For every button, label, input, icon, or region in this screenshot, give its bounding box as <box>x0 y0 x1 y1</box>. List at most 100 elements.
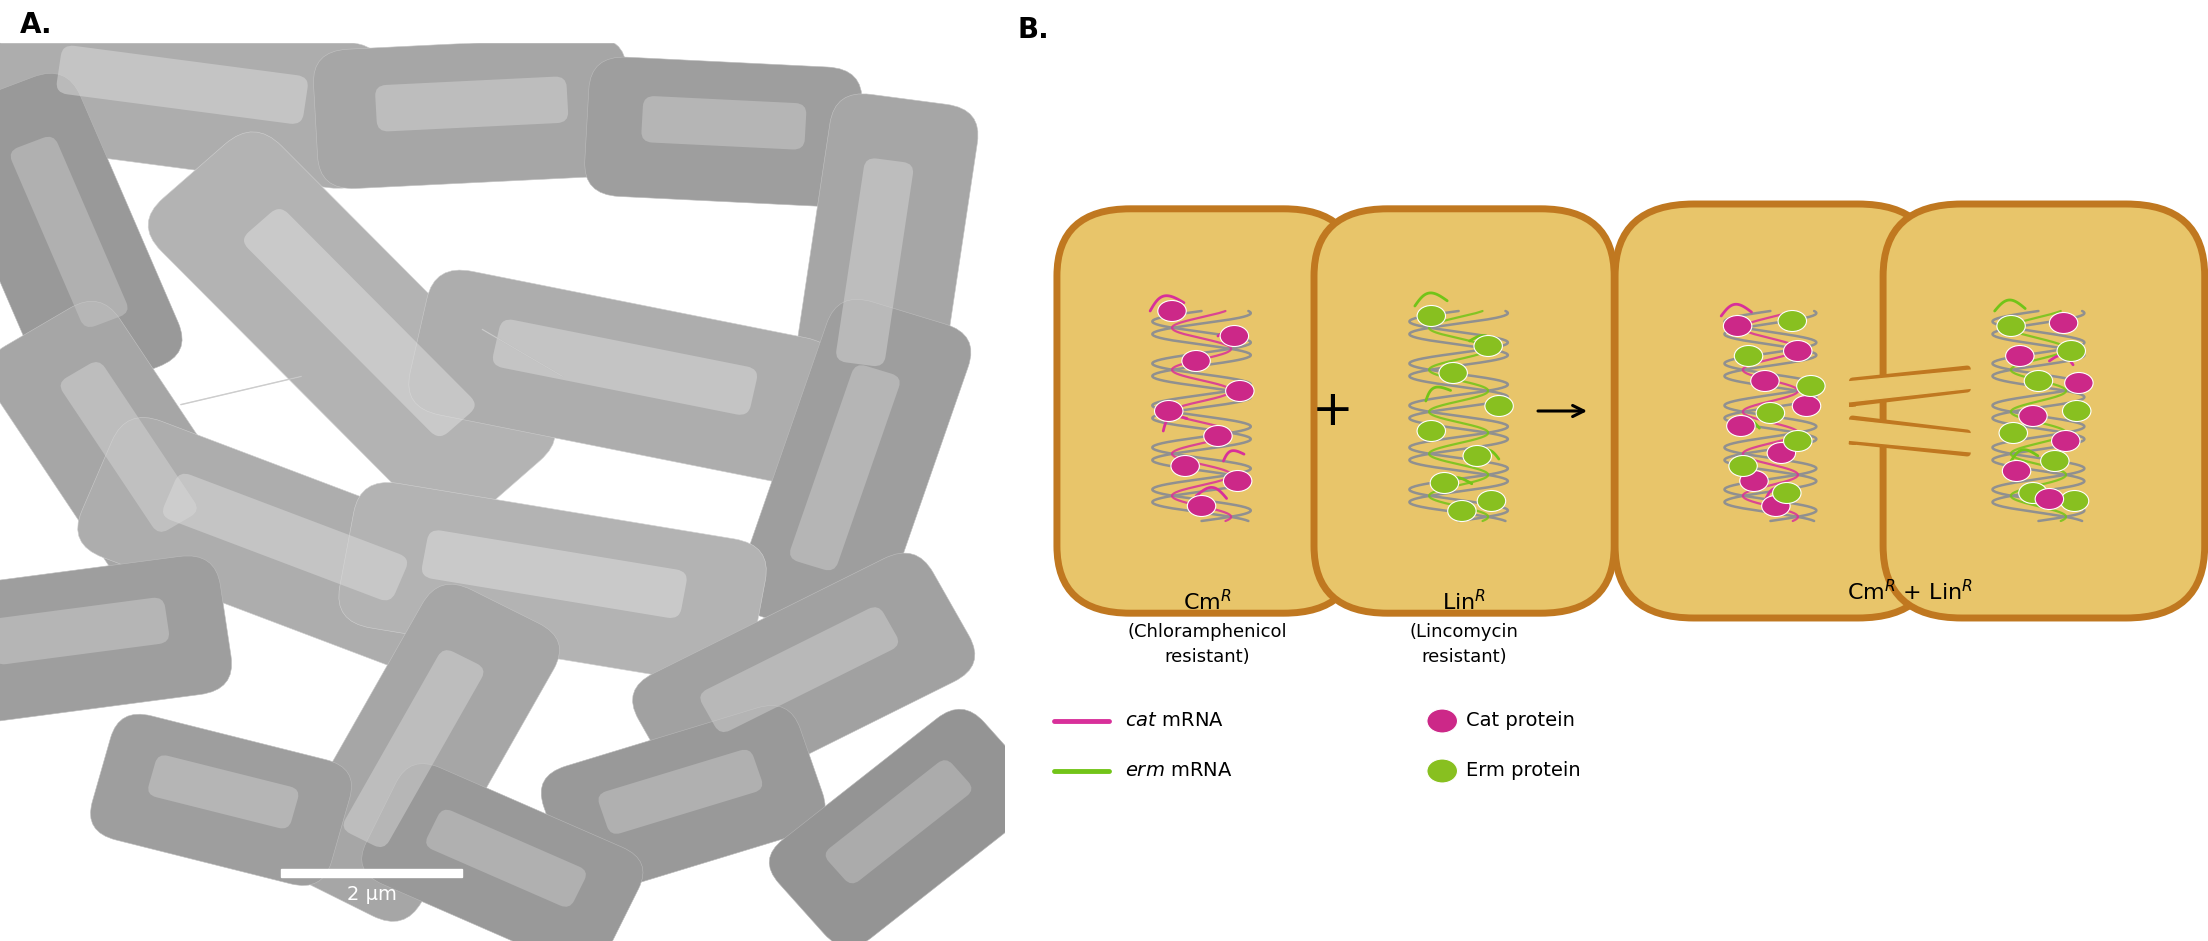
Ellipse shape <box>1727 416 1755 437</box>
Ellipse shape <box>2064 373 2093 393</box>
Ellipse shape <box>2051 430 2080 452</box>
Ellipse shape <box>1431 472 1459 493</box>
Text: Cm$^R$ + Lin$^R$: Cm$^R$ + Lin$^R$ <box>1846 579 1972 604</box>
Ellipse shape <box>1225 380 1254 402</box>
FancyBboxPatch shape <box>826 760 972 884</box>
Ellipse shape <box>2040 451 2069 471</box>
Ellipse shape <box>1475 336 1501 357</box>
FancyBboxPatch shape <box>285 584 559 921</box>
Ellipse shape <box>1797 375 1826 396</box>
Ellipse shape <box>2060 490 2089 512</box>
Ellipse shape <box>2062 401 2091 422</box>
Ellipse shape <box>1996 315 2025 337</box>
FancyBboxPatch shape <box>585 57 861 206</box>
FancyBboxPatch shape <box>737 299 972 642</box>
Text: 2 μm: 2 μm <box>347 885 397 903</box>
Ellipse shape <box>1170 455 1199 476</box>
Ellipse shape <box>1221 326 1248 346</box>
FancyBboxPatch shape <box>163 473 406 600</box>
Ellipse shape <box>1223 470 1252 491</box>
Polygon shape <box>1853 419 1967 453</box>
FancyBboxPatch shape <box>1314 209 1614 614</box>
Text: A.: A. <box>20 11 53 40</box>
FancyBboxPatch shape <box>0 598 170 664</box>
FancyBboxPatch shape <box>314 38 631 188</box>
Ellipse shape <box>1181 350 1210 372</box>
FancyBboxPatch shape <box>422 531 687 618</box>
Text: (Lincomycin
resistant): (Lincomycin resistant) <box>1409 623 1519 666</box>
Text: Cm$^R$: Cm$^R$ <box>1183 589 1232 614</box>
FancyBboxPatch shape <box>0 556 232 724</box>
FancyBboxPatch shape <box>700 607 899 732</box>
FancyBboxPatch shape <box>344 650 484 847</box>
Ellipse shape <box>1418 306 1446 327</box>
Ellipse shape <box>1733 345 1762 366</box>
Ellipse shape <box>2058 341 2087 361</box>
Ellipse shape <box>1486 395 1512 417</box>
FancyBboxPatch shape <box>1614 204 1936 618</box>
Polygon shape <box>1853 369 1967 403</box>
Ellipse shape <box>1440 362 1468 384</box>
FancyBboxPatch shape <box>598 750 762 834</box>
Ellipse shape <box>2049 312 2078 333</box>
Bar <box>280 869 461 877</box>
FancyBboxPatch shape <box>362 763 643 941</box>
Ellipse shape <box>1426 759 1457 783</box>
FancyBboxPatch shape <box>790 365 899 570</box>
FancyBboxPatch shape <box>408 270 837 483</box>
FancyBboxPatch shape <box>245 209 475 436</box>
Text: Erm protein: Erm protein <box>1466 761 1581 780</box>
Ellipse shape <box>1755 403 1784 423</box>
FancyBboxPatch shape <box>492 320 757 415</box>
Polygon shape <box>1848 420 1972 452</box>
FancyBboxPatch shape <box>0 0 384 188</box>
Ellipse shape <box>2025 371 2053 391</box>
Ellipse shape <box>2003 460 2031 482</box>
Text: Lin$^R$: Lin$^R$ <box>1442 589 1486 614</box>
Ellipse shape <box>1426 709 1457 733</box>
FancyBboxPatch shape <box>837 158 914 366</box>
Ellipse shape <box>1777 311 1806 331</box>
Text: Cat protein: Cat protein <box>1466 711 1574 730</box>
Ellipse shape <box>1464 445 1490 467</box>
FancyBboxPatch shape <box>57 46 307 124</box>
Text: +: + <box>1312 387 1354 435</box>
FancyBboxPatch shape <box>11 136 128 327</box>
Ellipse shape <box>2005 345 2034 366</box>
FancyBboxPatch shape <box>0 301 254 602</box>
FancyBboxPatch shape <box>790 94 978 433</box>
FancyBboxPatch shape <box>60 362 197 532</box>
Text: $\it{cat}$ mRNA: $\it{cat}$ mRNA <box>1126 711 1223 730</box>
Ellipse shape <box>1762 496 1791 517</box>
FancyBboxPatch shape <box>1883 204 2206 618</box>
Ellipse shape <box>1729 455 1758 476</box>
FancyBboxPatch shape <box>91 714 351 885</box>
FancyBboxPatch shape <box>375 76 567 132</box>
Ellipse shape <box>1793 395 1822 417</box>
Polygon shape <box>1848 370 1972 402</box>
Ellipse shape <box>1157 300 1186 322</box>
Text: $\it{erm}$ mRNA: $\it{erm}$ mRNA <box>1126 761 1232 780</box>
Ellipse shape <box>1477 490 1506 512</box>
FancyBboxPatch shape <box>643 96 806 150</box>
FancyBboxPatch shape <box>768 710 1040 941</box>
FancyBboxPatch shape <box>77 418 486 674</box>
FancyBboxPatch shape <box>541 706 826 894</box>
Ellipse shape <box>1784 430 1813 452</box>
Ellipse shape <box>1155 401 1183 422</box>
Ellipse shape <box>1784 341 1813 361</box>
Ellipse shape <box>2018 483 2047 503</box>
Bar <box>0 0 1005 42</box>
Ellipse shape <box>1773 483 1802 503</box>
FancyBboxPatch shape <box>148 756 298 828</box>
Ellipse shape <box>1724 315 1751 337</box>
FancyBboxPatch shape <box>426 809 585 907</box>
Ellipse shape <box>1766 442 1795 464</box>
Ellipse shape <box>1998 423 2027 443</box>
Ellipse shape <box>2036 488 2064 509</box>
FancyBboxPatch shape <box>1058 209 1358 614</box>
Text: (Chloramphenicol
resistant): (Chloramphenicol resistant) <box>1128 623 1287 666</box>
Ellipse shape <box>1751 371 1780 391</box>
FancyBboxPatch shape <box>148 132 554 527</box>
Text: B.: B. <box>1018 16 1049 44</box>
